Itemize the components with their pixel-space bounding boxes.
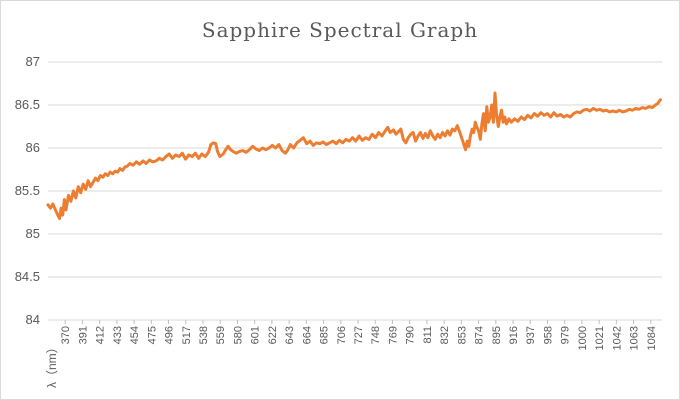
x-tick-label-30: 1000 bbox=[577, 326, 589, 350]
x-tick-label-29: 979 bbox=[560, 326, 572, 344]
x-tick-label-5: 475 bbox=[146, 326, 158, 344]
y-tick-label-2: 85 bbox=[26, 226, 40, 241]
x-tick-label-4: 454 bbox=[129, 326, 141, 344]
x-tick-label-7: 517 bbox=[181, 326, 193, 344]
x-tick-label-31: 1021 bbox=[594, 326, 606, 350]
x-tick-label-32: 1042 bbox=[611, 326, 623, 350]
x-tick-label-34: 1084 bbox=[646, 326, 658, 350]
x-tick-label-2: 412 bbox=[95, 326, 107, 344]
x-tick-label-23: 853 bbox=[456, 326, 468, 344]
x-tick-label-24: 874 bbox=[474, 326, 486, 344]
x-tick-label-25: 895 bbox=[491, 326, 503, 344]
x-tick-label-16: 706 bbox=[336, 326, 348, 344]
x-tick-label-15: 685 bbox=[319, 326, 331, 344]
series-line-0 bbox=[46, 91, 662, 220]
x-tick-label-3: 433 bbox=[112, 326, 124, 344]
x-tick-label-1: 391 bbox=[77, 326, 89, 344]
x-tick-label-6: 496 bbox=[164, 326, 176, 344]
y-tick-label-3: 85.5 bbox=[15, 183, 40, 198]
x-axis-ticks: 370 391 412 433 454 475 496 517 538 559 580 601 622 6… bbox=[60, 320, 658, 350]
x-tick-label-28: 958 bbox=[542, 326, 554, 344]
y-tick-label-6: 87 bbox=[26, 54, 40, 69]
gridlines bbox=[48, 61, 662, 321]
y-tick-label-0: 84 bbox=[26, 312, 40, 327]
series-layer bbox=[46, 91, 662, 220]
x-tick-label-12: 622 bbox=[267, 326, 279, 344]
x-tick-label-0: 370 bbox=[60, 326, 72, 344]
x-tick-label-13: 643 bbox=[284, 326, 296, 344]
x-tick-label-20: 790 bbox=[405, 326, 417, 344]
y-axis-ticks: 84 84.5 85 85.5 86 86.5 87 bbox=[15, 54, 40, 327]
y-tick-label-1: 84.5 bbox=[15, 269, 40, 284]
y-tick-label-4: 86 bbox=[26, 140, 40, 155]
x-tick-label-26: 916 bbox=[508, 326, 520, 344]
x-tick-label-27: 937 bbox=[525, 326, 537, 344]
x-axis-label: λ（nm） bbox=[45, 341, 59, 388]
x-tick-label-11: 601 bbox=[250, 326, 262, 344]
x-tick-label-9: 559 bbox=[215, 326, 227, 344]
x-tick-label-18: 748 bbox=[370, 326, 382, 344]
x-tick-label-8: 538 bbox=[198, 326, 210, 344]
x-tick-label-14: 664 bbox=[301, 326, 313, 344]
x-tick-label-22: 832 bbox=[439, 326, 451, 344]
x-tick-label-17: 727 bbox=[353, 326, 365, 344]
x-tick-label-10: 580 bbox=[232, 326, 244, 344]
x-tick-label-33: 1063 bbox=[629, 326, 641, 350]
y-tick-label-5: 86.5 bbox=[15, 97, 40, 112]
x-tick-label-19: 769 bbox=[387, 326, 399, 344]
x-tick-label-21: 811 bbox=[422, 326, 434, 344]
chart-title: Sapphire Spectral Graph bbox=[201, 18, 479, 42]
